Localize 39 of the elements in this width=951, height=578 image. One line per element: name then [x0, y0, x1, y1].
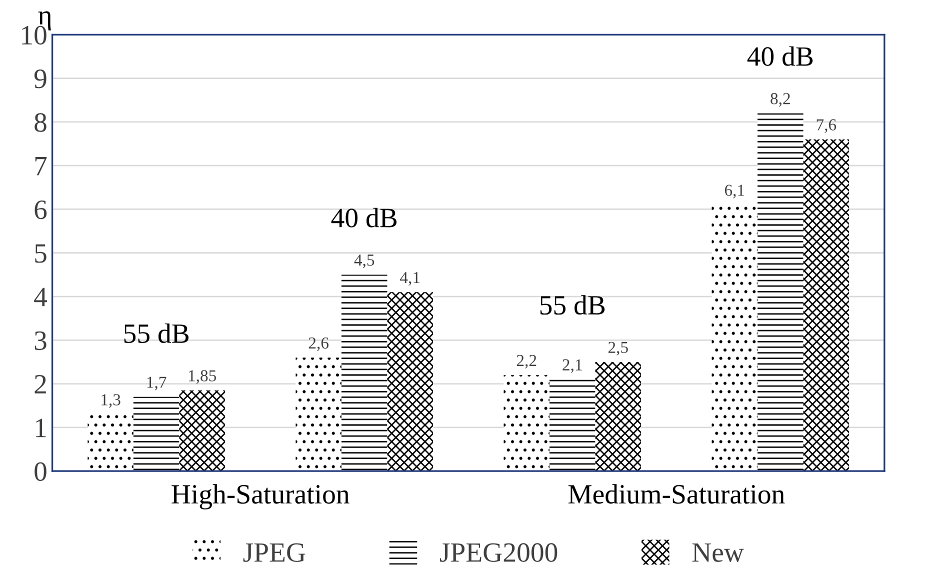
y-tick-label: 1 [36, 418, 46, 438]
y-tick-label: 5 [35, 244, 46, 263]
legend-label: JPEG2000 [440, 543, 558, 562]
data-label: 4,1 [400, 272, 420, 286]
bar [595, 362, 642, 472]
data-label: 2,5 [608, 342, 628, 356]
data-label: 2,2 [516, 354, 536, 369]
data-label: 1,85 [188, 370, 216, 384]
bar [387, 292, 433, 472]
y-tick-label: 9 [34, 70, 46, 88]
data-label: 8,2 [770, 93, 790, 107]
legend-label: JPEG [243, 543, 306, 562]
bar [133, 396, 180, 472]
bar [341, 274, 388, 472]
legend-label: New [692, 543, 744, 562]
data-label: 2,6 [308, 337, 329, 352]
data-label: 1,3 [102, 394, 120, 408]
annotation: 55 dB [540, 295, 605, 315]
data-label: 2,1 [562, 359, 582, 373]
annotation: 40 dB [331, 208, 397, 228]
text: Medium-Saturation [568, 484, 785, 504]
y-tick-label: 4 [34, 288, 48, 306]
annotation: 40 dB [747, 46, 813, 66]
y-tick-label: 2 [34, 375, 46, 394]
y-tick-label: 6 [34, 200, 47, 220]
data-label: 7,6 [816, 119, 836, 133]
annotation: 55 dB [124, 323, 189, 344]
bar [550, 379, 596, 472]
text: High-Saturation [172, 484, 350, 510]
data-label: 1,7 [147, 376, 166, 390]
bar [758, 113, 804, 472]
bar [803, 139, 850, 472]
y-tick-label: 3 [34, 331, 46, 350]
data-label: 6,1 [724, 184, 744, 198]
y-tick-label: 8 [34, 113, 46, 132]
data-label: 4,5 [354, 254, 374, 268]
bar [179, 390, 225, 472]
y-tick-label: 0 [34, 462, 46, 481]
y-tick-label: 7 [35, 157, 47, 176]
